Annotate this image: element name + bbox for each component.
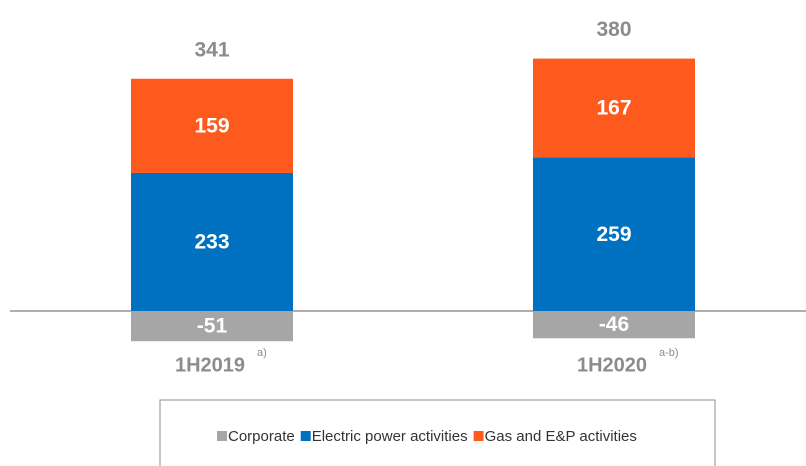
legend-box bbox=[159, 399, 716, 466]
footnote: a) bbox=[257, 347, 267, 359]
category-label: 1H2020 bbox=[577, 354, 647, 376]
legend-swatch bbox=[300, 431, 311, 441]
bar-segment bbox=[131, 78, 293, 173]
footnote: a-b) bbox=[659, 347, 679, 359]
bar-segment bbox=[533, 157, 695, 311]
legend-swatch bbox=[473, 431, 484, 441]
legend-label: Gas and E&P activities bbox=[485, 428, 637, 445]
legend-swatch bbox=[217, 431, 227, 441]
legend-label: Corporate bbox=[228, 428, 295, 445]
bar-segment bbox=[533, 311, 695, 339]
segment-label: 167 bbox=[596, 97, 631, 120]
segment-label: -46 bbox=[599, 313, 629, 336]
segment-label: 159 bbox=[194, 114, 229, 137]
category-label: 1H2019 bbox=[175, 354, 245, 376]
bar-segment bbox=[131, 311, 293, 342]
bar-segment bbox=[533, 58, 695, 158]
segment-label: 233 bbox=[194, 231, 229, 254]
legend-label: Electric power activities bbox=[312, 428, 468, 445]
total-label: 380 bbox=[596, 18, 631, 41]
bar-segment bbox=[131, 172, 293, 311]
segment-label: -51 bbox=[197, 315, 228, 338]
total-label: 341 bbox=[194, 38, 229, 61]
segment-label: 259 bbox=[596, 223, 631, 246]
